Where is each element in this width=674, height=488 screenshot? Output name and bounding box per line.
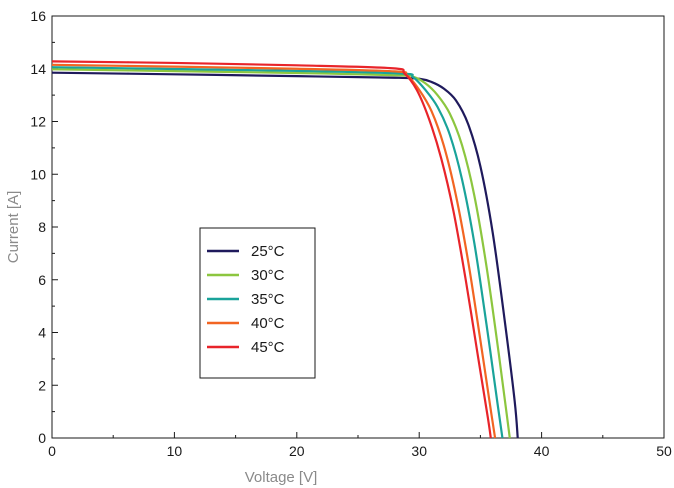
y-axis-title: Current [A] <box>5 191 22 264</box>
y-tick-label: 14 <box>30 61 46 77</box>
legend-label-3: 40°C <box>251 315 285 332</box>
x-tick-label: 30 <box>411 443 427 459</box>
y-tick-label: 6 <box>38 272 46 288</box>
x-axis-title: Voltage [V] <box>245 469 318 486</box>
legend-label-4: 45°C <box>251 339 285 356</box>
y-tick-label: 2 <box>38 377 46 393</box>
x-tick-label: 50 <box>656 443 672 459</box>
series-line-2 <box>51 66 504 439</box>
y-tick-label: 0 <box>38 430 46 446</box>
legend: 25°C 30°C 35°C 40°C 45°C <box>199 227 316 379</box>
series-line-1 <box>51 68 511 439</box>
y-tick-label: 8 <box>38 219 46 235</box>
y-tick-label: 12 <box>30 114 46 130</box>
x-tick-label: 40 <box>534 443 550 459</box>
y-tick-label: 16 <box>30 8 46 24</box>
series-line-3 <box>51 63 497 439</box>
series-lines <box>51 60 519 439</box>
series-line-4 <box>51 60 492 439</box>
legend-label-0: 25°C <box>251 243 285 260</box>
legend-label-2: 35°C <box>251 291 285 308</box>
plot-frame <box>51 15 665 439</box>
legend-items: 25°C 30°C 35°C 40°C 45°C <box>207 243 285 356</box>
series-line-0 <box>51 71 519 439</box>
x-tick-label: 10 <box>167 443 183 459</box>
y-tick-label: 10 <box>30 166 46 182</box>
x-tick-label: 0 <box>48 443 56 459</box>
legend-label-1: 30°C <box>251 267 285 284</box>
axis-ticks: 0 10 20 30 40 50 0 2 4 6 8 10 12 14 16 <box>30 8 672 459</box>
x-tick-label: 20 <box>289 443 305 459</box>
legend-box <box>199 227 316 379</box>
y-tick-label: 4 <box>38 325 46 341</box>
